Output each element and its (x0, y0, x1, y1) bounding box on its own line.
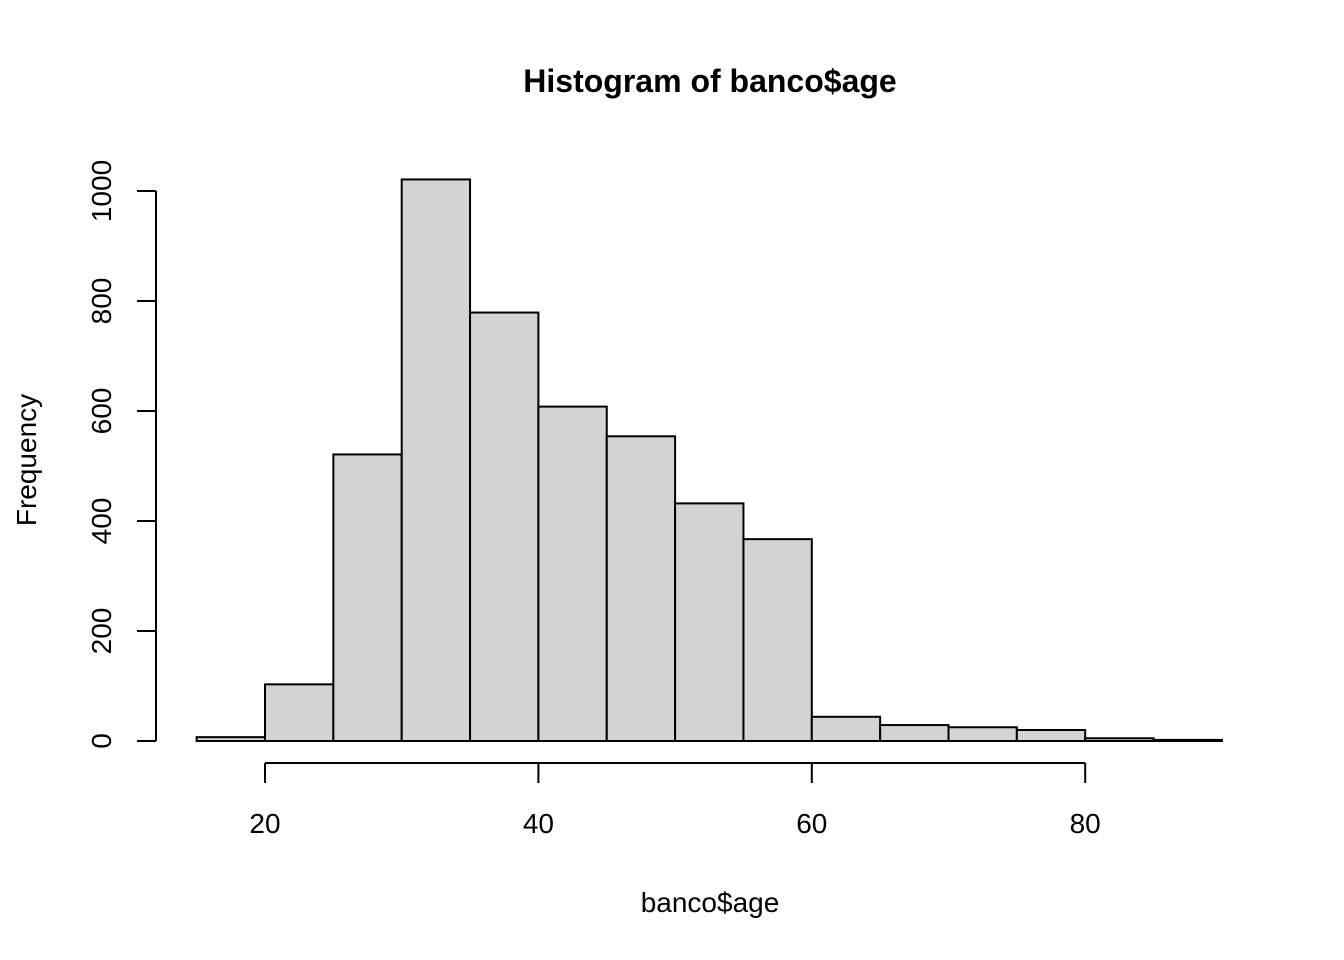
x-tick-label-20: 20 (249, 808, 280, 839)
y-axis-label: Frequency (11, 394, 42, 526)
histogram-bar-8 (674, 502, 745, 742)
histogram-bar-14 (1084, 737, 1155, 742)
y-tick-label-200: 200 (86, 608, 117, 655)
x-axis-label: banco$age (641, 887, 780, 918)
histogram-bar-9 (742, 538, 813, 743)
chart-title: Histogram of banco$age (523, 63, 896, 99)
histogram-bar-11 (879, 724, 950, 742)
histogram-bar-3 (332, 453, 403, 742)
y-axis: 0 200 400 600 800 1000 (86, 160, 157, 749)
histogram-bar-12 (947, 726, 1018, 742)
y-tick-label-800: 800 (86, 278, 117, 325)
histogram-bar-5 (469, 311, 540, 742)
x-tick-label-60: 60 (796, 808, 827, 839)
histogram-bar-1 (195, 736, 266, 743)
y-tick-label-0: 0 (86, 733, 117, 749)
histogram-bar-10 (810, 715, 882, 742)
histogram-bar-6 (537, 405, 608, 742)
bars-group (195, 178, 1223, 743)
histogram-bar-2 (264, 683, 335, 742)
histogram-bar-13 (1015, 729, 1087, 742)
histogram-bar-7 (605, 435, 677, 742)
histogram-bar-4 (400, 178, 472, 742)
y-tick-label-400: 400 (86, 498, 117, 545)
x-axis: 20 40 60 80 (249, 762, 1101, 839)
y-tick-label-600: 600 (86, 388, 117, 435)
x-tick-label-40: 40 (523, 808, 554, 839)
x-tick-label-80: 80 (1070, 808, 1101, 839)
y-tick-label-1000: 1000 (86, 160, 117, 222)
histogram-bar-15 (1152, 738, 1223, 743)
